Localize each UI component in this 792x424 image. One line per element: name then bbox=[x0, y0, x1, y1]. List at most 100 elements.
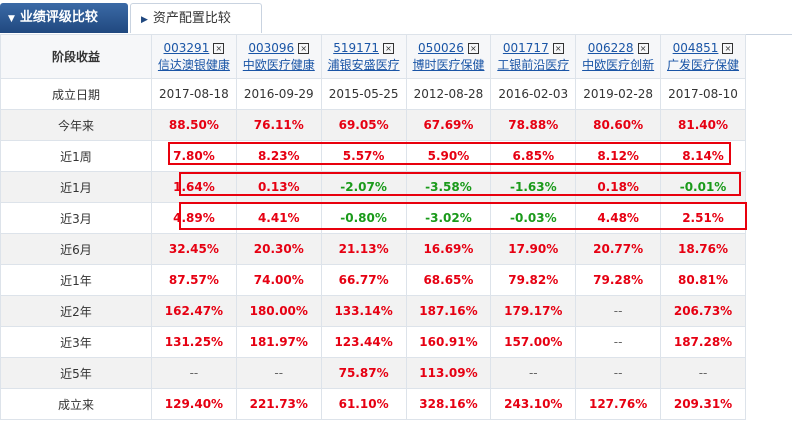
highlight-box bbox=[168, 142, 731, 165]
value-cell: 181.97% bbox=[235, 326, 322, 358]
comparison-table: 阶段收益 003291 × 信达澳银健康 003096 × 中欧医疗健康 519171 × 浦银安… bbox=[0, 34, 746, 420]
value-cell: 81.40% bbox=[660, 109, 746, 141]
value-cell: 0.18% bbox=[575, 171, 662, 203]
tab-label: 业绩评级比较 bbox=[19, 10, 98, 25]
fund-header: 050026 × 博时医疗保健 bbox=[405, 34, 492, 79]
value-cell: -- bbox=[575, 326, 662, 358]
value-cell: -- bbox=[660, 357, 746, 389]
fund-name[interactable]: 浦银安盛医疗 bbox=[327, 57, 400, 72]
fund-code-line: 519171 × bbox=[322, 40, 405, 57]
value-cell: -3.58% bbox=[405, 171, 492, 203]
highlight-box bbox=[179, 202, 747, 230]
value-cell: 209.31% bbox=[660, 388, 746, 420]
row-label: 近3年 bbox=[0, 326, 152, 358]
fund-code[interactable]: 519171 bbox=[333, 40, 380, 55]
fund-name[interactable]: 工银前沿医疗 bbox=[497, 57, 570, 72]
fund-code-line: 004851 × bbox=[662, 40, 745, 57]
fund-code-line: 006228 × bbox=[577, 40, 660, 57]
value-cell: 221.73% bbox=[235, 388, 322, 420]
value-cell: 187.16% bbox=[405, 295, 492, 327]
value-cell: 179.17% bbox=[490, 295, 577, 327]
corner-header: 阶段收益 bbox=[0, 34, 152, 79]
value-cell: 8.12% bbox=[575, 140, 662, 172]
fund-code[interactable]: 001717 bbox=[502, 40, 549, 55]
value-cell: 2017-08-10 bbox=[660, 78, 746, 110]
data-row: 近6月 32.45% 20.30% 21.13% 16.69% 17.90% 20.77% 1… bbox=[0, 233, 746, 265]
data-row: 近1月 1.64% 0.13% -2.07% -3.58% -1.63% 0.18% -0.0… bbox=[0, 171, 746, 203]
remove-button[interactable]: × bbox=[298, 42, 310, 54]
data-row: 今年来 88.50% 76.11% 69.05% 67.69% 78.88% 80.60% 8… bbox=[0, 109, 746, 141]
fund-header: 003291 × 信达澳银健康 bbox=[151, 34, 237, 79]
tab[interactable]: ▶ 资产配置比较 bbox=[130, 3, 262, 33]
fund-name[interactable]: 信达澳银健康 bbox=[157, 57, 230, 72]
value-cell: 2012-08-28 bbox=[405, 78, 492, 110]
value-cell: 88.50% bbox=[151, 109, 237, 141]
value-cell: 328.16% bbox=[405, 388, 492, 420]
fund-code-line: 050026 × bbox=[407, 40, 490, 57]
value-cell: 79.82% bbox=[490, 264, 577, 296]
data-row: 成立日期 2017-08-18 2016-09-29 2015-05-25 2012-0… bbox=[0, 78, 746, 110]
value-cell: -- bbox=[490, 357, 577, 389]
tab-label: 资产配置比较 bbox=[152, 11, 231, 26]
value-cell: 80.81% bbox=[660, 264, 746, 296]
row-label: 近6月 bbox=[0, 233, 152, 265]
value-cell: 8.23% bbox=[235, 140, 322, 172]
value-cell: 133.14% bbox=[320, 295, 407, 327]
value-cell: 66.77% bbox=[320, 264, 407, 296]
data-row: 近1年 87.57% 74.00% 66.77% 68.65% 79.82% 79.28% 8… bbox=[0, 264, 746, 296]
value-cell: -- bbox=[575, 295, 662, 327]
row-label: 成立日期 bbox=[0, 78, 152, 110]
value-cell: 2017-08-18 bbox=[151, 78, 237, 110]
value-cell: 68.65% bbox=[405, 264, 492, 296]
value-cell: 2016-09-29 bbox=[235, 78, 322, 110]
fund-name[interactable]: 中欧医疗创新 bbox=[582, 57, 655, 72]
fund-code[interactable]: 003291 bbox=[163, 40, 210, 55]
value-cell: 69.05% bbox=[320, 109, 407, 141]
value-cell: -- bbox=[235, 357, 322, 389]
row-label: 近3月 bbox=[0, 202, 152, 234]
fund-header: 001717 × 工银前沿医疗 bbox=[490, 34, 577, 79]
value-cell: 2016-02-03 bbox=[490, 78, 577, 110]
row-label: 近1周 bbox=[0, 140, 152, 172]
value-cell: 67.69% bbox=[405, 109, 492, 141]
value-cell: 17.90% bbox=[490, 233, 577, 265]
fund-header: 006228 × 中欧医疗创新 bbox=[575, 34, 662, 79]
fund-code[interactable]: 003096 bbox=[248, 40, 295, 55]
row-label: 近1年 bbox=[0, 264, 152, 296]
tab-bar: ▼ 业绩评级比较 ▶ 资产配置比较 bbox=[0, 0, 792, 35]
fund-code[interactable]: 006228 bbox=[587, 40, 634, 55]
row-label: 成立来 bbox=[0, 388, 152, 420]
value-cell: 79.28% bbox=[575, 264, 662, 296]
fund-name[interactable]: 中欧医疗健康 bbox=[242, 57, 315, 72]
value-cell: 20.77% bbox=[575, 233, 662, 265]
header-row: 阶段收益 003291 × 信达澳银健康 003096 × 中欧医疗健康 519171 × 浦银安… bbox=[0, 34, 746, 79]
remove-button[interactable]: × bbox=[213, 42, 225, 54]
fund-name[interactable]: 博时医疗保健 bbox=[412, 57, 485, 72]
value-cell: 5.90% bbox=[405, 140, 492, 172]
data-row: 近2年 162.47% 180.00% 133.14% 187.16% 179.17% --… bbox=[0, 295, 746, 327]
row-label: 近1月 bbox=[0, 171, 152, 203]
value-cell: 75.87% bbox=[320, 357, 407, 389]
value-cell: -2.07% bbox=[320, 171, 407, 203]
tab-active[interactable]: ▼ 业绩评级比较 bbox=[0, 3, 128, 33]
value-cell: 21.13% bbox=[320, 233, 407, 265]
value-cell: 131.25% bbox=[151, 326, 237, 358]
fund-name[interactable]: 广发医疗保健 bbox=[667, 57, 740, 72]
remove-button[interactable]: × bbox=[467, 42, 479, 54]
value-cell: -- bbox=[151, 357, 237, 389]
fund-code[interactable]: 004851 bbox=[672, 40, 719, 55]
remove-button[interactable]: × bbox=[722, 42, 734, 54]
value-cell: 123.44% bbox=[320, 326, 407, 358]
data-row: 成立来 129.40% 221.73% 61.10% 328.16% 243.10% 127… bbox=[0, 388, 746, 420]
fund-header: 519171 × 浦银安盛医疗 bbox=[320, 34, 407, 79]
value-cell: 129.40% bbox=[151, 388, 237, 420]
value-cell: 80.60% bbox=[575, 109, 662, 141]
value-cell: 160.91% bbox=[405, 326, 492, 358]
row-label: 近2年 bbox=[0, 295, 152, 327]
value-cell: 157.00% bbox=[490, 326, 577, 358]
remove-button[interactable]: × bbox=[552, 42, 564, 54]
value-cell: 32.45% bbox=[151, 233, 237, 265]
remove-button[interactable]: × bbox=[383, 42, 395, 54]
fund-code[interactable]: 050026 bbox=[418, 40, 464, 55]
remove-button[interactable]: × bbox=[637, 42, 649, 54]
